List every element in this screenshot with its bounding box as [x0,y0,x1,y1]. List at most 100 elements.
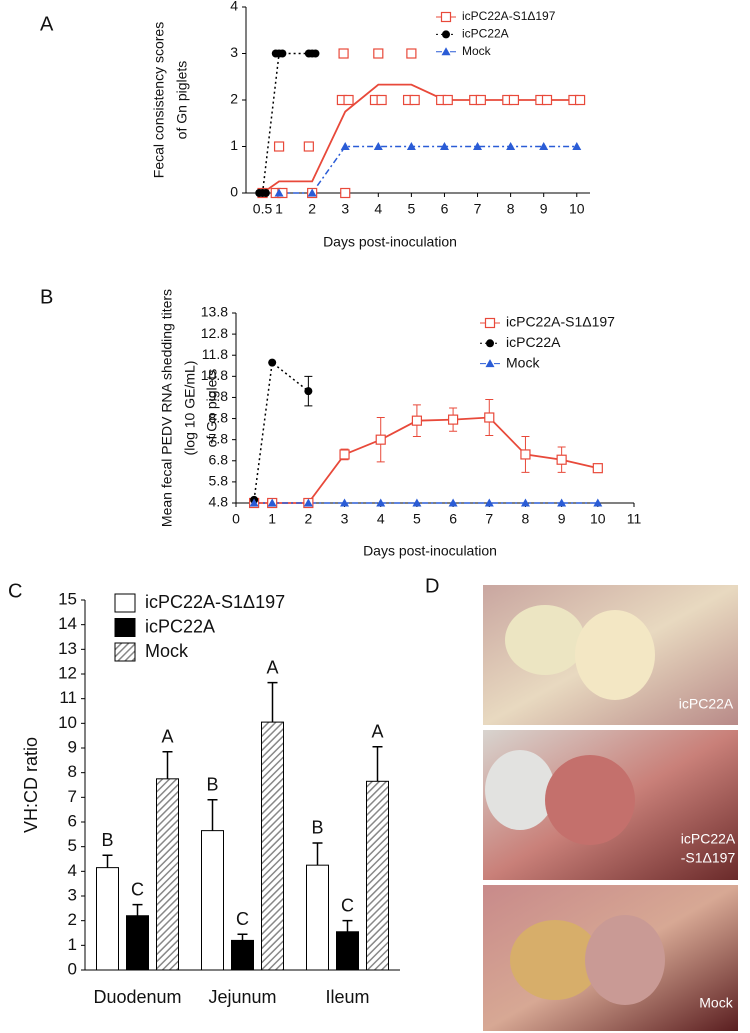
x-tick-label: 4 [374,201,382,217]
marker [572,142,582,150]
marker [249,498,259,507]
x-tick-label: 5 [413,511,421,527]
x-tick-label: 7 [474,201,482,217]
y-tick-label: 7.8 [209,430,229,446]
y-tick-label: 13 [58,639,77,658]
photo-label: icPC22A [679,696,734,712]
x-axis-label: Days post-inoculation [323,234,457,250]
photo-detail [510,920,600,1000]
marker [340,187,351,199]
marker [574,94,586,106]
marker [412,498,422,507]
photo-detail [505,605,585,675]
annotation: C [341,895,354,915]
y-axis-label: Mean fecal PEDV RNA shedding titers [159,289,175,527]
x-tick-label: 2 [308,201,316,217]
y-tick-label: 2 [230,91,238,107]
legend-swatch [114,642,136,662]
panel-label: C [8,580,22,602]
series-line [261,52,313,194]
y-tick-label: 6.8 [209,451,229,467]
legend-label: icPC22A-S1Δ197 [462,9,556,23]
legend-label: Mock [145,641,189,661]
y-tick-label: 7 [68,787,77,806]
marker [441,47,451,56]
marker [274,188,284,197]
marker [340,142,350,150]
bar [306,864,329,971]
x-tick-label: Duodenum [93,987,181,1007]
series-line [253,361,309,500]
marker [447,414,459,425]
marker [485,359,495,368]
annotation: A [266,657,278,677]
y-tick-label: 11 [59,688,77,707]
error-bar [102,854,113,868]
x-tick-label: 7 [485,511,493,527]
y-tick-label: 3 [68,885,77,904]
y-tick-label: 12 [58,663,77,682]
legend-label: icPC22A-S1Δ197 [145,592,285,612]
marker [520,449,531,460]
marker [273,141,285,152]
x-tick-label: 1 [268,511,276,527]
series-line [279,145,577,194]
x-tick-label: 9 [540,201,548,217]
y-tick-label: 13.8 [201,304,228,320]
marker [439,142,449,150]
photo-detail [585,915,665,1005]
x-tick-label: 2 [304,511,312,527]
bar [261,721,284,971]
x-tick-label: 6 [449,511,457,527]
bar [96,867,119,971]
legend-label: Mock [462,44,492,58]
photo-panel: D icPC22A icPC22A -S1Δ197 Mock [425,575,738,1031]
marker [520,498,530,507]
x-tick-label: 5 [407,201,415,217]
y-tick-label: 0 [230,184,238,200]
x-tick-label: 10 [590,511,606,527]
marker [338,48,349,59]
x-axis-label: Days post-inoculation [363,543,497,559]
marker [484,498,494,507]
y-axis-label: of Gn piglets [204,369,220,448]
marker [557,498,567,507]
x-tick-label: 8 [507,201,515,217]
marker [268,358,277,367]
y-tick-label: 4 [68,861,77,880]
bar [231,939,254,971]
marker [486,339,494,348]
marker [340,498,350,507]
marker [339,449,350,460]
marker [442,30,450,39]
marker [406,142,416,150]
y-tick-label: 8 [68,762,77,781]
marker [311,49,320,58]
error-bar [372,746,383,782]
marker [592,463,603,474]
marker [475,94,486,106]
y-tick-label: 11.8 [202,346,228,362]
x-tick-label: 0.5 [253,201,273,217]
photo-label: -S1Δ197 [681,850,736,866]
marker [409,94,420,106]
y-tick-label: 2 [68,910,77,929]
marker [261,189,270,197]
x-tick-label: 11 [627,511,642,527]
marker [406,48,417,59]
error-bar [237,933,248,941]
x-tick-label: 10 [569,201,585,217]
legend-label: Mock [506,354,540,370]
marker [304,387,313,396]
marker [375,434,386,445]
x-tick-label: 0 [232,511,240,527]
y-tick-label: 10 [58,713,77,732]
bar [336,931,359,971]
x-tick-label: Ileum [325,987,369,1007]
legend-label: icPC22A-S1Δ197 [506,314,615,330]
photo-detail [485,750,555,830]
y-tick-label: 1 [230,137,238,153]
annotation: B [206,775,218,795]
marker [373,48,384,59]
y-tick-label: 14 [58,614,77,633]
